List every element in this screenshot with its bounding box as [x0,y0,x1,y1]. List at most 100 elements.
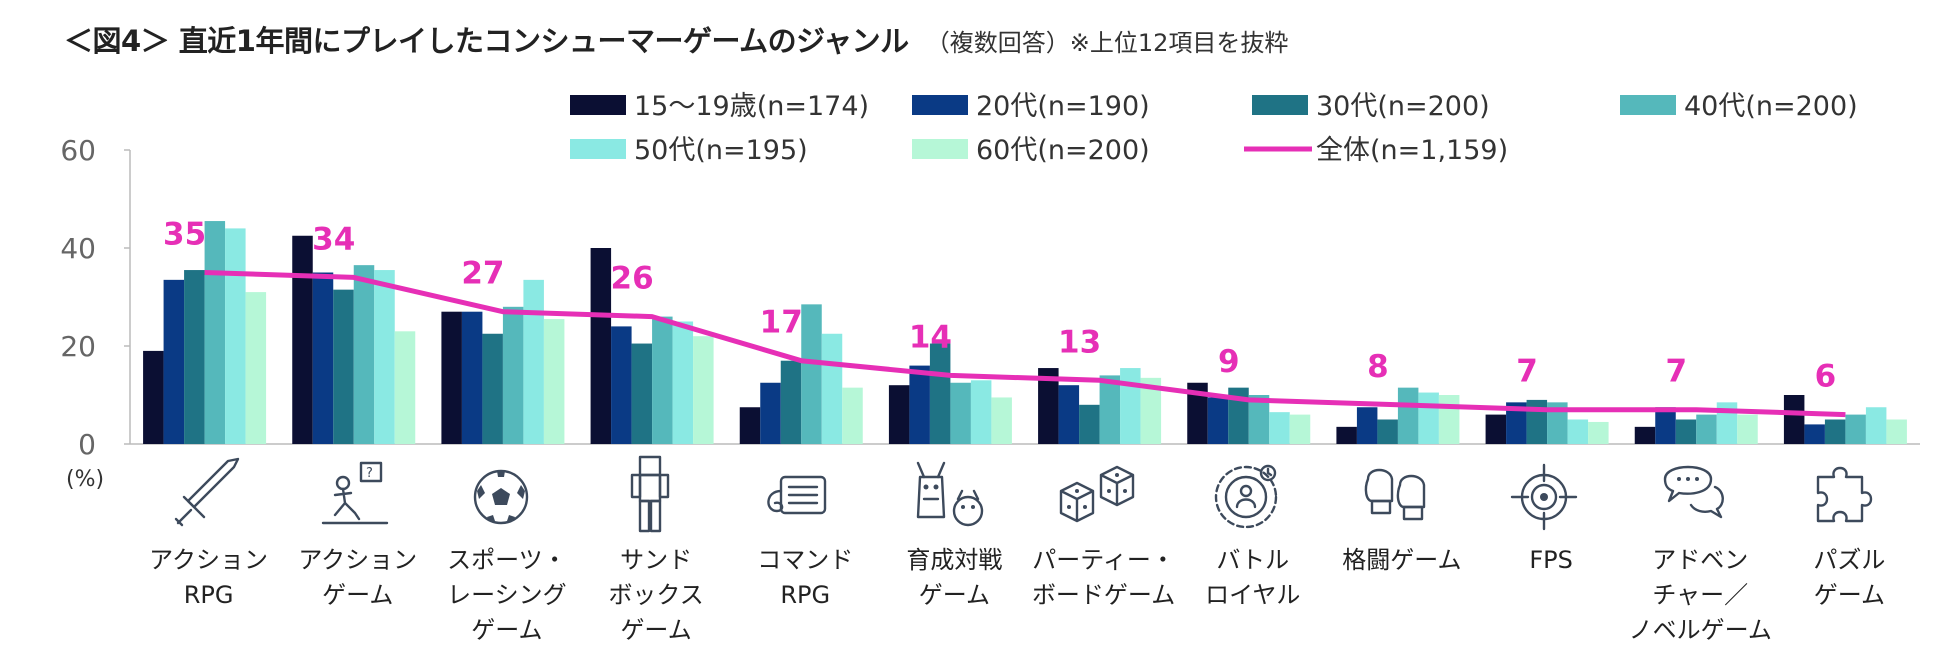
bar [693,336,714,444]
bar [1588,421,1609,444]
bar [821,333,843,444]
bar [909,365,930,444]
bar [312,272,334,444]
bar [1634,426,1656,444]
category-label: パーティー・ボードゲーム [1032,546,1175,609]
bar [950,382,971,444]
bar [760,382,781,444]
legend-swatch [1620,95,1676,115]
total-data-label: 13 [1058,324,1101,360]
svg-text:?: ? [366,466,373,481]
category-label: 格闘ゲーム [1342,546,1461,574]
total-data-label: 7 [1665,354,1687,390]
bar [184,270,205,444]
legend-label: 全体(n=1,159) [1316,135,1508,166]
bar [1397,387,1419,444]
sword-icon [174,457,240,527]
bar [1886,419,1907,444]
legend-label: 20代(n=190) [976,91,1150,122]
bar [1804,424,1825,444]
total-data-label: 26 [611,261,654,297]
total-data-label: 6 [1815,359,1837,395]
monster-icon [916,461,984,527]
bar [780,360,802,444]
bar [292,235,313,444]
total-data-label: 14 [909,319,952,355]
blocky-character-icon [630,455,670,533]
category-label: パズルゲーム [1813,546,1885,609]
category-label: 育成対戦ゲーム [906,546,1002,609]
category-label: FPS [1529,546,1573,574]
bar [801,304,822,444]
bar [394,331,416,444]
total-data-label: 27 [461,256,504,292]
bar [1187,382,1208,444]
bar [523,279,544,444]
category-label: サンドボックスゲーム [608,546,703,644]
category-labels: アクション RPG アクションゲームスポーツ・レーシングゲームサンドボックスゲームコ… [149,546,1885,644]
total-data-label: 8 [1367,349,1389,385]
chart-title: ＜図4＞ 直近1年間にプレイしたコンシューマーゲームのジャンル [64,24,909,58]
command-window-icon [767,475,827,515]
bar [333,289,354,444]
y-tick-label: 20 [60,330,96,363]
legend-label: 15～19歳(n=174) [634,91,869,122]
bar [1783,395,1805,444]
legend-label: 30代(n=200) [1316,91,1490,122]
bar [1356,407,1378,444]
total-data-label: 9 [1218,344,1240,380]
boxing-gloves-icon [1364,468,1426,521]
total-data-label: 7 [1516,354,1538,390]
bar [1865,407,1887,444]
legend-swatch [1252,95,1308,115]
bar [245,292,267,444]
bar [1140,377,1162,444]
total-data-label: 17 [760,305,803,341]
bar [1438,395,1460,444]
bar [1567,419,1589,444]
bar [1696,414,1717,444]
bar [225,228,246,444]
bar [739,407,761,444]
bar [461,311,483,444]
total-data-label: 35 [163,217,206,253]
chart-title-block: ＜図4＞ 直近1年間にプレイしたコンシューマーゲームのジャンル （複数回答）※上… [64,18,1288,60]
category-label: アドベンチャー／ノベルゲーム [1629,546,1772,644]
y-tick-label: 60 [60,134,96,167]
battle-royale-icon [1214,464,1278,529]
bar [543,319,565,444]
chart-subtitle: （複数回答）※上位12項目を抜粋 [925,29,1289,57]
total-line: 35 34 27 26 17 14 13 9 8 7 7 6 [163,217,1846,418]
crosshair-icon [1510,463,1578,531]
category-label: コマンド RPG [757,546,853,609]
bar [991,397,1012,444]
bar [1079,404,1100,444]
bar [1099,375,1121,444]
bar [1737,414,1758,444]
bar [1058,385,1080,444]
dice-icon [1059,465,1135,523]
total-data-label: 34 [312,221,355,257]
legend-swatch [912,139,968,159]
y-tick-label: 0 [78,428,96,461]
puzzle-piece-icon [1816,466,1873,523]
bar [590,248,612,444]
bar [1506,402,1527,444]
bar [1526,399,1548,444]
axes: 0 20 40 60 (%) [60,134,1920,492]
bar [1269,412,1290,444]
bar [1207,397,1229,444]
bar [1120,368,1141,444]
bar [672,321,694,444]
bar [1248,395,1270,444]
bar [611,326,632,444]
legend: 15～19歳(n=174) 20代(n=190) 30代(n=200) 40代(n=2… [570,91,1858,166]
bar [1485,414,1507,444]
legend-swatch [912,95,968,115]
bar [1655,407,1676,444]
total-series-line [204,270,1846,418]
bar [374,270,395,444]
bar [929,343,951,444]
bar [143,350,164,444]
